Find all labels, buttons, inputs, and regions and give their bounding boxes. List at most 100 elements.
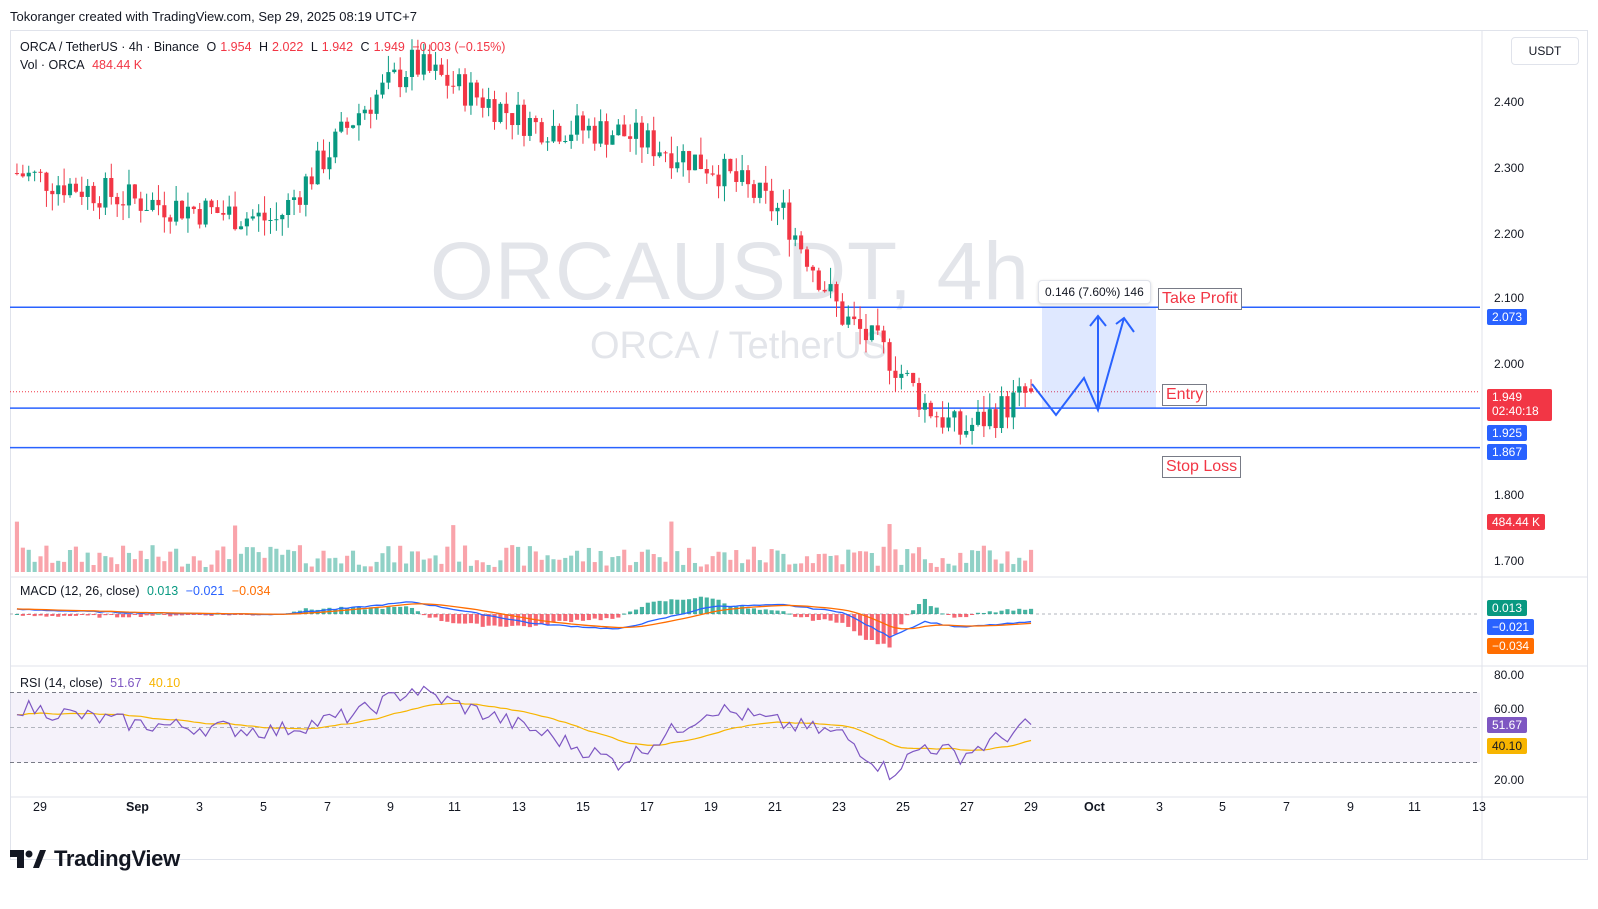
- volume-bar: [1017, 557, 1022, 572]
- volume-bar: [362, 566, 367, 572]
- candle-body: [191, 206, 196, 210]
- candle-body: [38, 171, 43, 173]
- macd-histogram-bar: [881, 614, 886, 644]
- candle-body: [863, 328, 869, 341]
- candle-body: [115, 196, 120, 205]
- macd-histogram-bar: [639, 606, 644, 614]
- symbol-title[interactable]: ORCA / TetherUS · 4h · Binance: [20, 40, 200, 54]
- macd-histogram-bar: [663, 601, 668, 614]
- volume-bar: [179, 566, 185, 572]
- volume-bar: [1028, 549, 1034, 572]
- volume-bar: [115, 564, 120, 572]
- macd-histogram-bar: [398, 606, 403, 614]
- candle-body: [209, 200, 214, 208]
- candle-body: [26, 172, 31, 177]
- candle-body: [793, 235, 798, 240]
- candle-body: [516, 104, 521, 126]
- macd-hist-label: 0.013: [1487, 600, 1528, 616]
- candle-body: [899, 373, 904, 378]
- volume-bar: [20, 547, 25, 572]
- volume-bar: [386, 546, 391, 572]
- volume-bar: [934, 566, 939, 572]
- candle-body: [858, 319, 863, 329]
- volume-bar: [103, 556, 108, 572]
- candle-body: [333, 131, 338, 158]
- volume-bar: [975, 550, 981, 572]
- candle-body: [227, 206, 232, 215]
- time-axis[interactable]: 29 Sep 3 5 7 9 11 13 15 17 19 21 23 25 2…: [0, 800, 1486, 820]
- volume-bar: [834, 555, 839, 572]
- macd-histogram-bar: [44, 614, 49, 617]
- volume-bar: [439, 563, 444, 572]
- volume-bar: [822, 553, 827, 572]
- volume-bar: [816, 554, 821, 572]
- macd-histogram-bar: [179, 614, 185, 616]
- volume-bar: [828, 555, 833, 572]
- volume-bar: [622, 549, 627, 572]
- candle-body: [675, 162, 680, 169]
- macd-histogram-bar: [740, 606, 745, 614]
- macd-histogram-bar: [162, 614, 167, 615]
- macd-histogram-bar: [834, 614, 839, 623]
- candle-body: [698, 154, 703, 169]
- ohlc-close: 1.949: [373, 40, 405, 54]
- volume-bar: [339, 563, 344, 572]
- macd-histogram-bar: [498, 614, 503, 627]
- volume-bar: [639, 551, 644, 572]
- take-profit-label[interactable]: Take Profit: [1158, 288, 1242, 310]
- candle-body: [740, 170, 745, 182]
- volume-bar: [91, 565, 96, 572]
- candle-body: [840, 301, 845, 325]
- candle-body: [810, 266, 815, 271]
- volume-bar: [462, 545, 468, 572]
- volume-bar: [380, 553, 385, 572]
- price-tick: 2.300: [1494, 161, 1525, 175]
- volume-bar: [592, 562, 597, 572]
- candle-body: [20, 173, 25, 177]
- candle-body: [964, 430, 969, 435]
- macd-histogram-bar: [321, 608, 326, 614]
- candle-body: [1005, 396, 1010, 418]
- macd-histogram-bar: [781, 611, 786, 614]
- macd-histogram-bar: [952, 614, 957, 618]
- macd-histogram-bar: [687, 599, 692, 614]
- macd-histogram-bar: [887, 614, 892, 648]
- macd-histogram-bar: [209, 614, 214, 616]
- macd-histogram-bar: [875, 614, 880, 645]
- macd-histogram-bar: [121, 614, 126, 618]
- tradingview-logo[interactable]: TradingView: [10, 846, 180, 872]
- volume-bar: [203, 566, 208, 572]
- macd-legend[interactable]: MACD (12, 26, close) 0.013 −0.021 −0.034: [20, 584, 274, 598]
- entry-label[interactable]: Entry: [1162, 384, 1208, 406]
- time-tick: 13: [1472, 800, 1486, 814]
- currency-button[interactable]: USDT: [1511, 37, 1579, 65]
- price-axis[interactable]: 2.400 2.300 2.200 2.100 2.000 1.800 1.70…: [1490, 0, 1590, 830]
- volume-bar: [569, 555, 574, 572]
- volume-bar: [952, 565, 957, 572]
- macd-histogram-bar: [580, 614, 586, 621]
- macd-histogram-bar: [97, 614, 102, 618]
- macd-histogram-bar: [457, 614, 462, 624]
- tradingview-wordmark: TradingView: [54, 846, 180, 871]
- volume-bar: [657, 557, 662, 572]
- macd-histogram-bar: [681, 599, 686, 614]
- candle-body: [144, 209, 149, 211]
- volume-bar: [480, 562, 485, 572]
- time-tick: 25: [896, 800, 910, 814]
- volume-bar: [533, 551, 538, 572]
- measure-tooltip: 0.146 (7.60%) 146: [1038, 280, 1151, 304]
- watermark-name: ORCA / TetherUS: [590, 325, 888, 367]
- candle-body: [132, 184, 137, 199]
- rsi-legend[interactable]: RSI (14, close) 51.67 40.10: [20, 676, 184, 690]
- candle-body: [987, 409, 992, 427]
- stop-loss-label[interactable]: Stop Loss: [1162, 456, 1242, 478]
- time-tick: 29: [33, 800, 47, 814]
- candle-body: [185, 206, 190, 219]
- volume-bar: [580, 561, 586, 572]
- candle-body: [421, 54, 426, 75]
- candle-body: [356, 113, 361, 126]
- volume-bar: [633, 561, 639, 572]
- volume-legend[interactable]: Vol · ORCA 484.44 K: [20, 58, 146, 72]
